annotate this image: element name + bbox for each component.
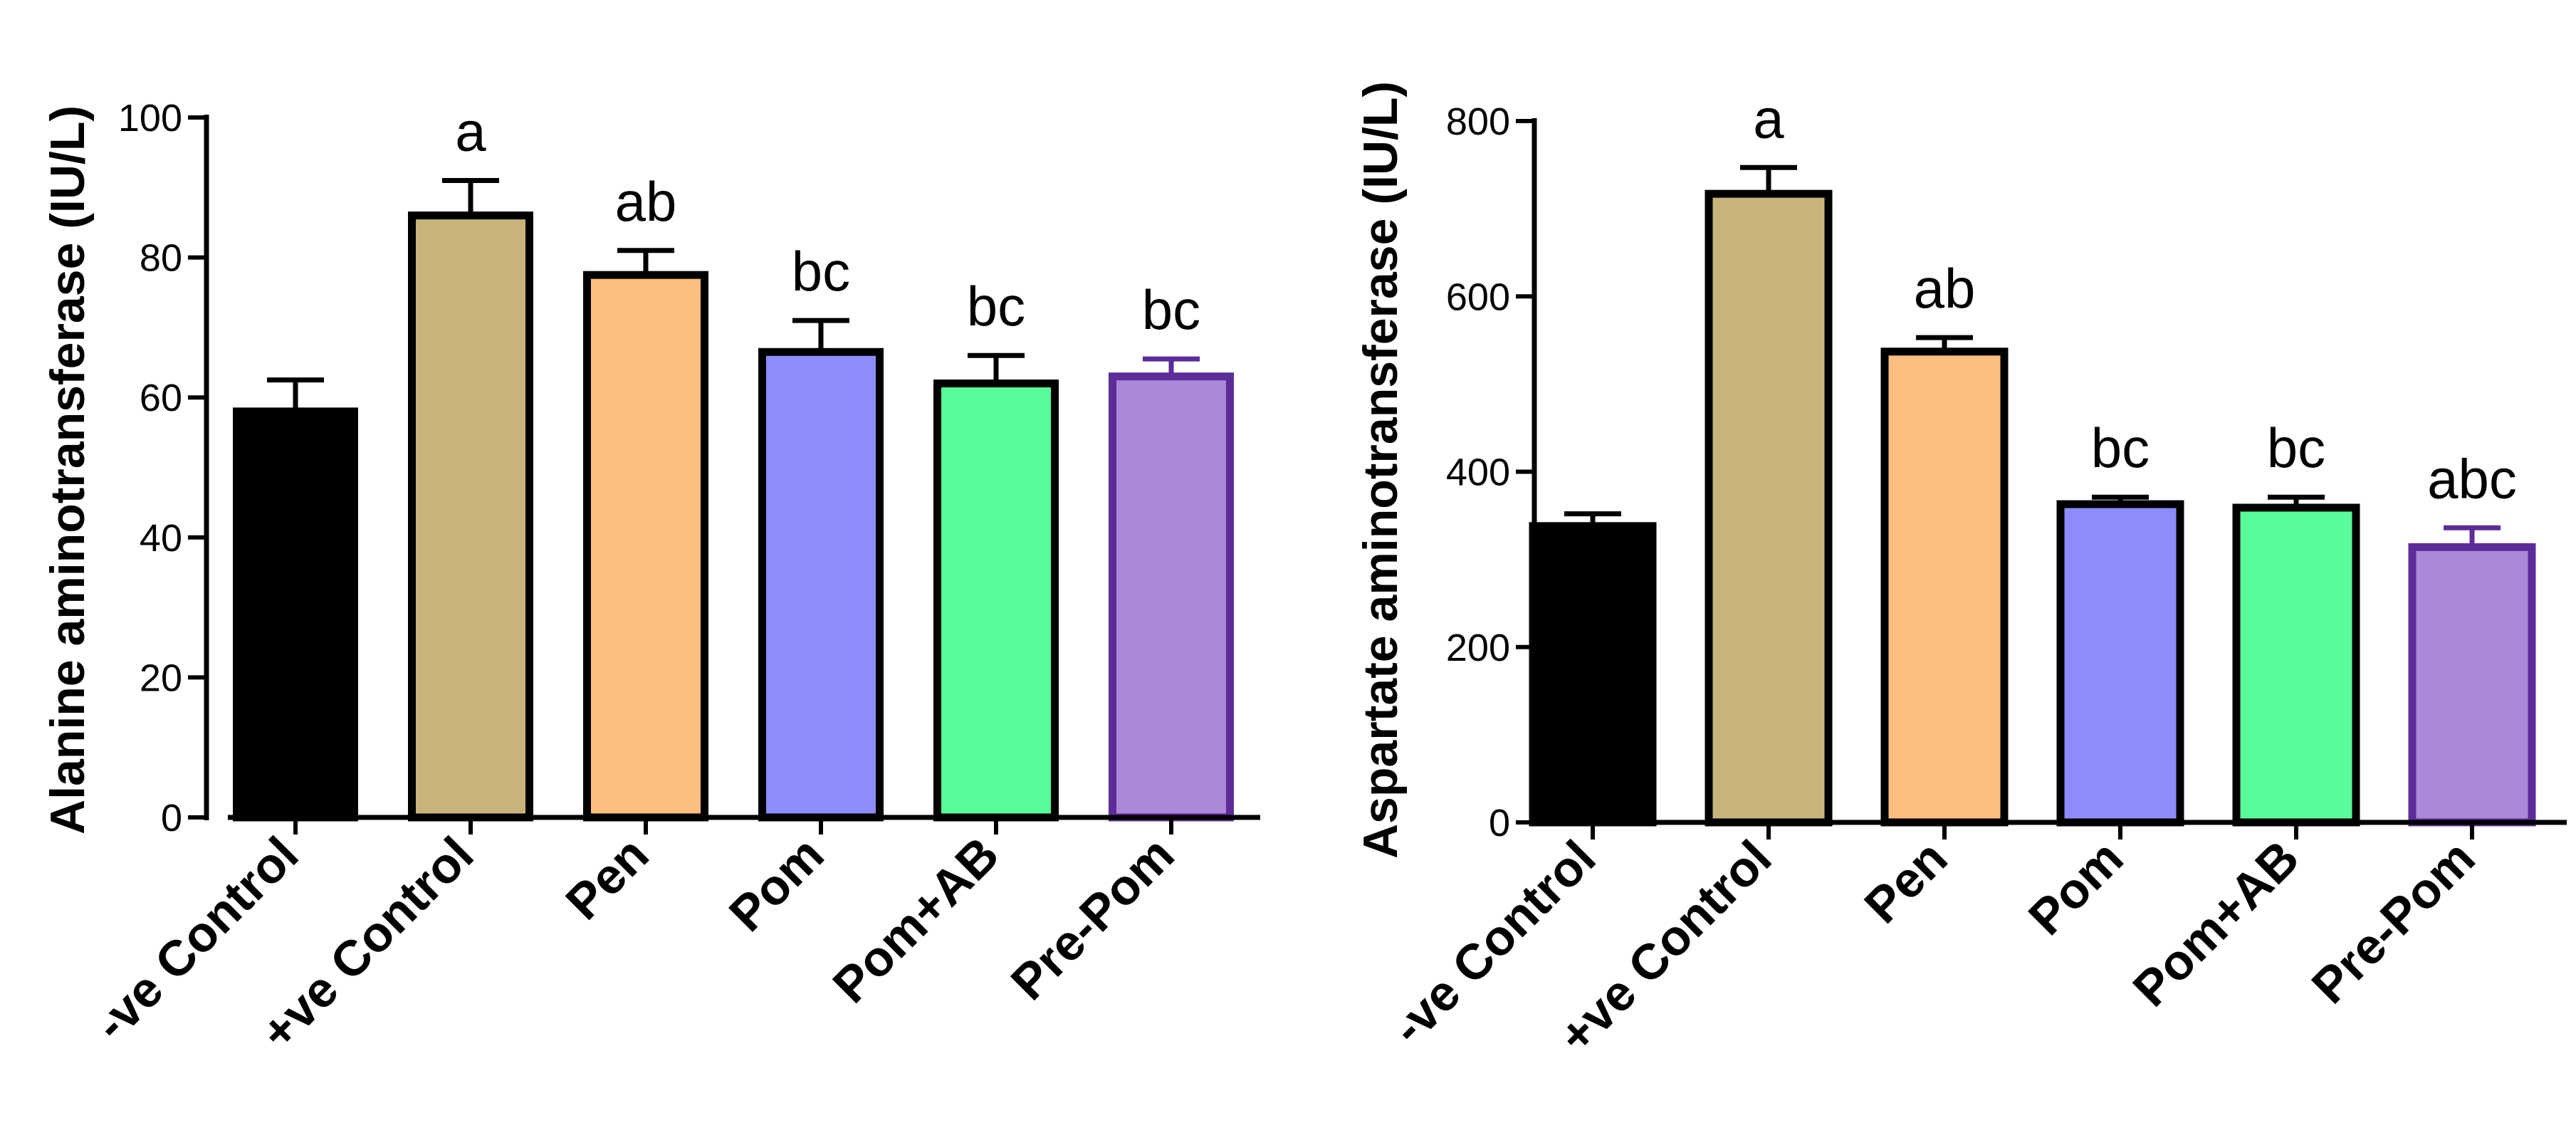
alt-bar [933, 380, 1059, 822]
alt-y-tick-label: 60 [140, 377, 182, 419]
alt-bar [758, 347, 884, 822]
ast-significance-label: abc [2427, 447, 2517, 510]
ast-x-category-label: Pom [2018, 830, 2133, 945]
ast-significance-label: bc [2267, 417, 2325, 479]
ast-x-tick-labels: -ve Control+ve Control Pen PomPom+ABPre-Po… [1381, 830, 2485, 1064]
ast-y-ticks: 0 200 400 600 800 [1446, 100, 1534, 844]
ast-bar [1529, 522, 1657, 827]
ast-significance-label: a [1753, 87, 1784, 150]
alt-significance-label: ab [615, 170, 677, 233]
alt-y-tick-label: 0 [161, 797, 182, 839]
alt-bar [408, 211, 533, 822]
alt-bar [233, 407, 358, 822]
ast-bar [2232, 503, 2360, 827]
alt-y-tick-label: 40 [140, 517, 182, 560]
ast-y-tick-label: 200 [1446, 627, 1510, 669]
ast-bar [2408, 543, 2536, 827]
ast-y-tick-label: 600 [1446, 276, 1510, 318]
alt-bars: a ab bc bc bc [233, 100, 1234, 834]
ast-significance-label: ab [1914, 257, 1976, 320]
alt-y-axis-title: Alanine aminotransferase (IU/L) [41, 105, 95, 834]
alt-significance-label: bc [967, 275, 1025, 338]
alt-chart-panel: Alanine aminotransferase (IU/L) 0 20 40 60 8… [41, 97, 1260, 1060]
alt-y-tick-label: 80 [140, 237, 182, 280]
ast-x-category-label: Pen [1854, 830, 1958, 933]
alt-significance-label: bc [1142, 278, 1200, 341]
alt-x-category-label: Pre-Pom [1000, 826, 1185, 1010]
alt-bar [1109, 372, 1234, 822]
ast-bars: a ab bc bc abc [1529, 87, 2536, 839]
ast-bar [2056, 500, 2184, 827]
ast-y-tick-label: 400 [1446, 451, 1510, 494]
alt-y-tick-label: 100 [118, 97, 182, 140]
ast-y-tick-label: 800 [1446, 100, 1510, 143]
ast-chart-panel: Aspartate aminotransferase (IU/L) 0 200 40… [1354, 81, 2567, 1064]
alt-x-category-label: Pen [555, 826, 659, 930]
alt-x-tick-labels: -ve Control+ve Control Pen PomPom+ABPre-Po… [83, 826, 1184, 1060]
ast-y-axis-title: Aspartate aminotransferase (IU/L) [1354, 81, 1408, 859]
ast-x-category-label: Pom+AB [2122, 830, 2310, 1017]
alt-y-ticks: 0 20 40 60 80 100 [118, 97, 206, 839]
alt-y-tick-label: 20 [140, 656, 182, 699]
alt-significance-label: bc [792, 240, 850, 303]
alt-significance-label: a [455, 100, 486, 162]
ast-y-tick-label: 0 [1489, 802, 1510, 844]
alt-bar [583, 271, 708, 822]
alt-x-category-label: Pom+AB [822, 826, 1010, 1013]
alt-x-category-label: Pom [718, 826, 834, 941]
ast-x-category-label: Pre-Pom [2301, 830, 2486, 1014]
ast-bar [1705, 189, 1833, 827]
ast-significance-label: bc [2091, 417, 2150, 479]
ast-bar [1880, 347, 2009, 827]
